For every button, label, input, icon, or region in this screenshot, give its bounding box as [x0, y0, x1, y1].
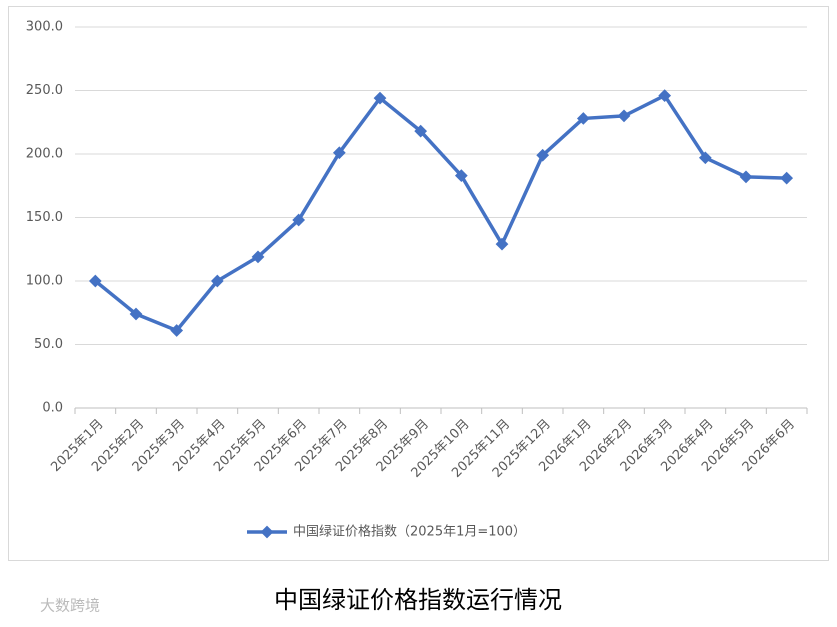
marker [373, 91, 387, 105]
y-tick-label: 0.0 [42, 401, 63, 416]
legend-label: 中国绿证价格指数（2025年1月=100） [293, 524, 526, 540]
marker [414, 124, 428, 138]
marker [454, 169, 468, 182]
y-tick-label: 100.0 [26, 274, 63, 289]
marker [332, 146, 346, 160]
marker [170, 324, 184, 337]
marker [129, 307, 143, 321]
y-tick-label: 200.0 [26, 147, 63, 162]
marker [495, 237, 509, 251]
marker [251, 250, 265, 264]
watermark: 大数跨境 [40, 597, 100, 615]
line [94, 93, 787, 333]
y-tick-label: 250.0 [26, 83, 63, 98]
y-tick-label: 150.0 [26, 210, 63, 225]
marker [210, 274, 224, 288]
chart-title: 中国绿证价格指数运行情况 [274, 586, 562, 614]
y-tick-label: 300.0 [26, 20, 63, 35]
marker [292, 213, 306, 227]
chart-frame [8, 6, 829, 561]
y-tick-label: 50.0 [34, 337, 63, 352]
marker [88, 274, 102, 288]
